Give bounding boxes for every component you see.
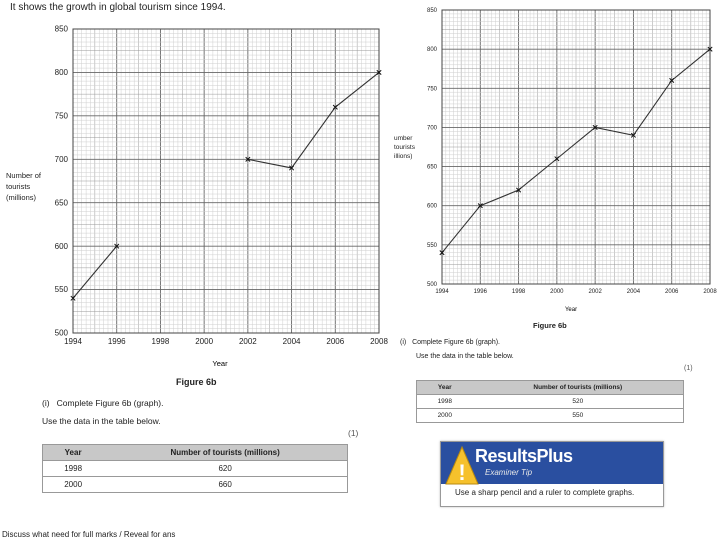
left-table-header-year: Year	[42, 444, 104, 461]
x-tick-label: 2002	[239, 337, 257, 346]
y-tick-label: 500	[427, 282, 438, 288]
data-point-marker	[70, 295, 76, 301]
data-point-marker	[592, 124, 598, 130]
x-tick-label: 1996	[474, 289, 488, 295]
y-tick-label: 650	[427, 165, 438, 171]
y-tick-label: 850	[427, 8, 438, 14]
y-tick-label: 700	[55, 155, 69, 164]
left-question-marks: (1)	[348, 428, 359, 438]
tip-text: Use a sharp pencil and a ruler to comple…	[455, 488, 635, 497]
x-tick-label: 1994	[435, 289, 449, 295]
right-chart-title: Figure 6b	[533, 321, 567, 330]
examiner-tip-box: ! ResultsPlus Examiner Tip Use a sharp p…	[440, 441, 664, 507]
y-tick-label: 700	[427, 125, 438, 131]
right-table-header-tourists: Number of tourists (millions)	[472, 380, 684, 395]
table-row: 2000 660	[42, 476, 348, 493]
series-line	[72, 245, 118, 299]
left-question-use-data: Use the data in the table below.	[42, 416, 161, 426]
y-tick-label: 800	[55, 68, 69, 77]
right-chart-grid	[441, 9, 711, 285]
y-tick-label: 750	[55, 112, 69, 121]
plot-frame	[72, 28, 380, 334]
left-chart-xlabel: Year	[212, 359, 228, 368]
table-row: 1998 620	[42, 460, 348, 477]
data-point-marker	[376, 69, 382, 75]
right-question-text: Complete Figure 6b (graph).	[412, 339, 500, 346]
footer-text: Discuss what need for full marks / Revea…	[2, 530, 176, 539]
x-tick-label: 1994	[64, 337, 82, 346]
tip-subtitle: Examiner Tip	[485, 468, 533, 477]
right-question-use-data: Use the data in the table below.	[416, 353, 514, 360]
y-tick-label: 800	[427, 47, 438, 53]
left-chart-axes	[72, 28, 380, 334]
right-chart-ylabel: umber tourists illions)	[394, 135, 415, 160]
left-table-header-tourists: Number of tourists (millions)	[103, 444, 348, 461]
right-question-part: (i)	[400, 339, 407, 346]
tip-banner	[441, 442, 663, 484]
x-tick-label: 2004	[283, 337, 301, 346]
left-chart-title: Figure 6b	[176, 377, 217, 387]
intro-text: It shows the growth in global tourism si…	[10, 2, 226, 13]
y-tick-label: 750	[427, 86, 438, 92]
y-tick-label: 850	[55, 25, 69, 34]
warning-symbol: !	[458, 460, 465, 485]
x-tick-label: 2000	[550, 289, 564, 295]
left-chart-series	[70, 69, 382, 301]
y-tick-label: 500	[55, 329, 69, 338]
left-chart-ylabel: Number of tourists (millions)	[6, 171, 42, 202]
right-chart-axes	[441, 9, 711, 285]
left-chart-grid	[72, 28, 380, 334]
left-chart: 1994 1996 1998 2000 2002 2004 2006 2008 500 550 60…	[55, 25, 389, 368]
data-point-marker	[516, 187, 522, 193]
right-table-header-year: Year	[416, 380, 473, 395]
data-point-marker	[245, 156, 251, 162]
table-row: 2000 550	[416, 408, 684, 423]
series-line	[247, 71, 380, 169]
right-question-marks: (1)	[684, 365, 693, 372]
data-point-marker	[114, 243, 120, 249]
data-point-marker	[439, 250, 445, 256]
x-tick-label: 2000	[195, 337, 213, 346]
plot-frame	[441, 9, 711, 285]
y-tick-label: 550	[55, 285, 69, 294]
results-plus-logo: ResultsPlus	[475, 446, 573, 466]
x-tick-label: 1996	[108, 337, 126, 346]
right-question-instruction: (i) Complete Figure 6b (graph).	[400, 339, 500, 346]
x-tick-label: 2006	[665, 289, 679, 295]
x-tick-label: 1998	[512, 289, 526, 295]
right-chart: 1994 1996 1998 2000 2002 2004 2006 2008 500 550 60…	[427, 8, 717, 313]
series-line	[441, 48, 711, 254]
y-tick-label: 600	[427, 204, 438, 210]
data-point-marker	[669, 77, 675, 84]
y-tick-label: 550	[427, 243, 438, 249]
data-point-marker	[630, 132, 636, 138]
left-chart-tick-labels: 1994 1996 1998 2000 2002 2004 2006 2008 500 550 60…	[55, 25, 389, 346]
data-point-marker	[332, 104, 338, 110]
y-tick-label: 600	[55, 242, 69, 251]
data-point-marker	[554, 156, 560, 162]
data-point-marker	[707, 46, 713, 52]
left-data-table: Year Number of tourists (millions) 1998 …	[42, 444, 348, 493]
y-tick-label: 650	[55, 198, 69, 207]
x-tick-label: 2002	[588, 289, 602, 295]
data-point-marker	[289, 165, 295, 171]
x-tick-label: 2008	[703, 289, 717, 295]
right-chart-tick-labels: 1994 1996 1998 2000 2002 2004 2006 2008 500 550 60…	[427, 8, 717, 295]
x-tick-label: 2004	[627, 289, 641, 295]
right-chart-series	[439, 46, 713, 256]
warning-icon: !	[445, 445, 479, 485]
x-tick-label: 2008	[370, 337, 388, 346]
table-row: 1998 520	[416, 394, 684, 409]
right-data-table: Year Number of tourists (millions) 1998 …	[416, 380, 684, 423]
left-question-text: Complete Figure 6b (graph).	[56, 398, 164, 408]
data-point-marker	[477, 203, 483, 209]
left-question-instruction: (i) Complete Figure 6b (graph).	[42, 398, 163, 408]
x-tick-label: 2006	[326, 337, 344, 346]
right-chart-xlabel: Year	[565, 307, 577, 313]
x-tick-label: 1998	[152, 337, 170, 346]
left-question-part: (i)	[42, 398, 50, 408]
